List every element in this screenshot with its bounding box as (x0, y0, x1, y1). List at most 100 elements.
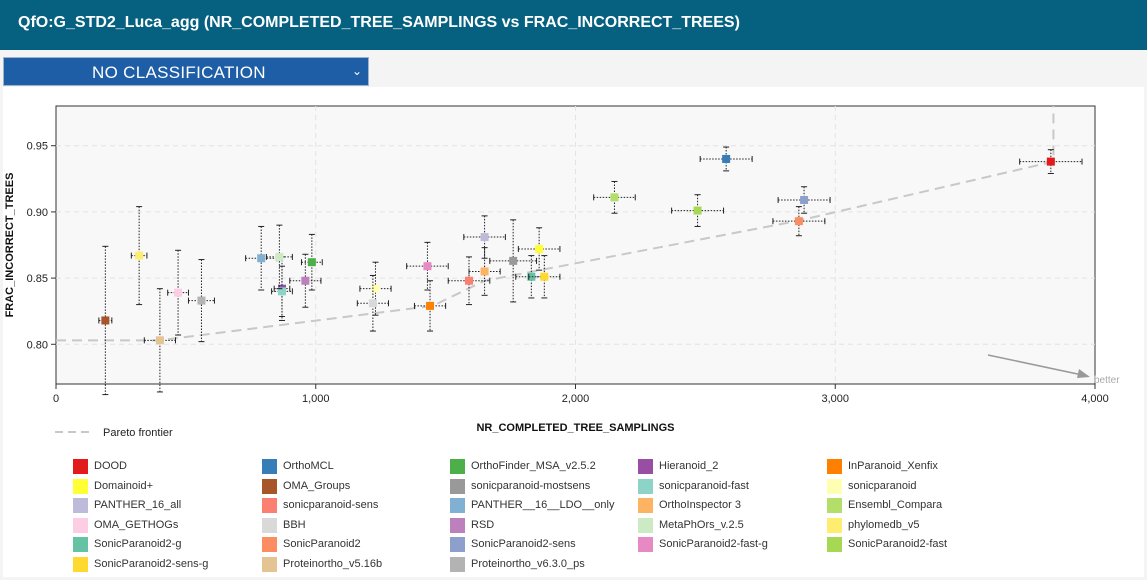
legend-swatch (262, 537, 277, 553)
legend-swatch (638, 478, 653, 494)
y-tick-label: 0.85 (27, 273, 48, 285)
x-tick-label: 1,000 (302, 393, 330, 405)
data-point (275, 252, 284, 261)
legend-label: DOOD (94, 460, 127, 472)
data-point (197, 296, 206, 305)
y-tick-label: 0.80 (27, 339, 48, 351)
legend-label: OrthoMCL (283, 460, 334, 472)
legend-label: RSD (471, 518, 495, 531)
legend-label: PANTHER__16__LDO__only (471, 499, 615, 512)
data-point (307, 258, 316, 267)
legend-label: OMA_Groups (283, 479, 351, 492)
data-point (794, 217, 803, 226)
legend-swatch (262, 498, 277, 514)
legend-label: Domainoid+ (94, 479, 154, 492)
data-point (301, 276, 310, 285)
classification-selected-value: NO CLASSIFICATION (92, 63, 266, 82)
data-point (610, 193, 619, 202)
legend-label: sonicparanoid (848, 479, 917, 492)
data-point (693, 206, 702, 215)
data-point (540, 272, 549, 281)
legend-label: sonicparanoid-mostsens (471, 479, 591, 492)
chart-panel: 0 1,000 2,000 3,000 4,000 0.80 0.85 0.90 0.95 NR_… (3, 87, 1144, 577)
legend-swatch (450, 459, 465, 474)
legend-label: Proteinortho_v5.16b (283, 558, 383, 570)
classification-select[interactable]: NO CLASSIFICATION ⌄ (3, 57, 369, 86)
legend-label: PANTHER_16_all (94, 499, 182, 512)
legend-swatch (262, 517, 277, 533)
y-tick-label: 0.90 (27, 207, 48, 219)
legend-label: SonicParanoid2-fast-g (659, 538, 768, 551)
data-point (257, 254, 266, 263)
legend-swatch (450, 537, 465, 553)
legend-swatch (73, 459, 88, 474)
legend-swatch (262, 557, 277, 572)
legend-swatch (450, 478, 465, 494)
data-point (426, 301, 435, 310)
legend-swatch (450, 517, 465, 533)
legend-label: SonicParanoid2-fast (848, 538, 948, 551)
data-point (371, 284, 380, 293)
pareto-legend-label: Pareto frontier (103, 427, 173, 439)
page-title: QfO:G_STD2_Luca_agg (NR_COMPLETED_TREE_S… (18, 14, 740, 31)
legend-swatch (827, 498, 842, 514)
legend-swatch (827, 459, 842, 474)
legend-swatch (73, 498, 88, 514)
legend-label: OrthoFinder_MSA_v2.5.2 (471, 460, 596, 472)
x-tick-label: 0 (53, 393, 59, 405)
legend-swatch (73, 537, 88, 553)
data-point (465, 276, 474, 285)
legend-label: phylomedb_v5 (848, 518, 920, 531)
y-tick-label: 0.95 (27, 141, 48, 153)
legend-swatch (827, 517, 842, 533)
legend-swatch (827, 537, 842, 553)
x-tick-label: 3,000 (821, 393, 849, 405)
page-header: QfO:G_STD2_Luca_agg (NR_COMPLETED_TREE_S… (0, 0, 1147, 50)
legend-swatch (73, 478, 88, 494)
legend-label: SonicParanoid2-g (94, 538, 182, 551)
data-point (174, 288, 183, 297)
data-point (480, 233, 489, 242)
legend-swatch (73, 557, 88, 572)
legend-label: Proteinortho_v6.3.0_ps (471, 558, 585, 570)
legend-label: Hieranoid_2 (659, 460, 719, 472)
x-axis-label: NR_COMPLETED_TREE_SAMPLINGS (476, 422, 674, 434)
data-point (277, 287, 286, 296)
data-point (101, 316, 110, 325)
legend-label: SonicParanoid2-sens (471, 538, 576, 551)
better-arrow-icon (987, 354, 1088, 377)
data-point (480, 267, 489, 276)
better-arrow-head-icon (1077, 369, 1090, 378)
legend-label: sonicparanoid-fast (659, 479, 749, 492)
data-point (722, 154, 731, 163)
data-point (135, 251, 144, 260)
y-axis-label: FRAC_INCORRECT_TREES (4, 173, 16, 318)
scatter-chart: 0 1,000 2,000 3,000 4,000 0.80 0.85 0.90 0.95 NR_… (4, 105, 1120, 439)
chevron-down-icon: ⌄ (351, 64, 362, 78)
legend-label: BBH (283, 518, 306, 531)
legend-swatch (262, 459, 277, 474)
legend-label: OMA_GETHOGs (94, 518, 179, 531)
data-point (155, 336, 164, 345)
data-point (423, 262, 432, 271)
legend-swatch (73, 517, 88, 533)
data-point (509, 256, 518, 265)
legend-swatch (262, 478, 277, 494)
legend-swatch (450, 557, 465, 572)
legend-label: Ensembl_Compara (848, 499, 943, 512)
data-point (368, 299, 377, 308)
legend-swatch (638, 537, 653, 553)
legend-swatch (638, 517, 653, 533)
legend-label: OrthoInspector 3 (659, 499, 741, 512)
x-tick-label: 4,000 (1081, 393, 1109, 405)
legend-label: SonicParanoid2-sens-g (94, 558, 209, 570)
better-label: better (1094, 375, 1120, 386)
data-point (1046, 157, 1055, 166)
legend-swatch (638, 459, 653, 474)
legend-swatch (450, 498, 465, 514)
legend-swatch (827, 478, 842, 494)
legend-label: SonicParanoid2 (283, 538, 361, 551)
legend-label: MetaPhOrs_v.2.5 (659, 518, 744, 531)
x-tick-label: 2,000 (562, 393, 590, 405)
data-point (800, 195, 809, 204)
